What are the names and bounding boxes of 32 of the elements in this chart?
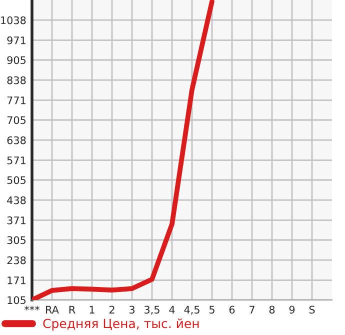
x-tick-label: 7 bbox=[250, 306, 254, 314]
x-tick-label: 8 bbox=[269, 306, 275, 314]
x-tick-label: 3,5 bbox=[144, 306, 160, 315]
y-tick-label: 105 bbox=[8, 296, 26, 304]
x-tick-label: *** bbox=[24, 306, 40, 310]
y-tick-label: 771 bbox=[7, 96, 26, 104]
line-series bbox=[32, 0, 214, 300]
x-tick-label: S bbox=[309, 306, 315, 314]
y-tick-label: 638 bbox=[7, 136, 26, 144]
x-tick-label: 9 bbox=[289, 306, 295, 314]
x-tick-label: 5 bbox=[209, 306, 214, 314]
y-tick-label: 838 bbox=[7, 76, 26, 84]
y-tick-label: 438 bbox=[7, 196, 26, 204]
x-tick-label: 6 bbox=[229, 306, 235, 314]
x-tick-label: 4,5 bbox=[184, 306, 200, 315]
x-tick-label: 2 bbox=[109, 306, 114, 314]
y-tick-label: 238 bbox=[7, 256, 26, 264]
y-tick-label: 971 bbox=[7, 36, 26, 44]
x-tick-label: R bbox=[69, 306, 76, 314]
legend-label: Средняя Цена, тыс. йен bbox=[43, 318, 199, 331]
x-tick-label: 4 bbox=[169, 306, 175, 314]
x-tick-label: 1 bbox=[90, 306, 94, 314]
y-tick-label: 705 bbox=[7, 116, 26, 124]
y-tick-label: 371 bbox=[7, 216, 26, 224]
y-tick-label: 305 bbox=[7, 236, 26, 244]
y-tick-label: 571 bbox=[7, 156, 26, 164]
x-tick-label: RA bbox=[46, 306, 59, 314]
y-tick-label: 905 bbox=[7, 56, 26, 64]
x-tick-label: 3 bbox=[129, 306, 134, 314]
y-tick-label: 171 bbox=[8, 276, 26, 284]
y-tick-label: 505 bbox=[7, 176, 26, 184]
y-tick-label: 1038 bbox=[1, 16, 26, 24]
